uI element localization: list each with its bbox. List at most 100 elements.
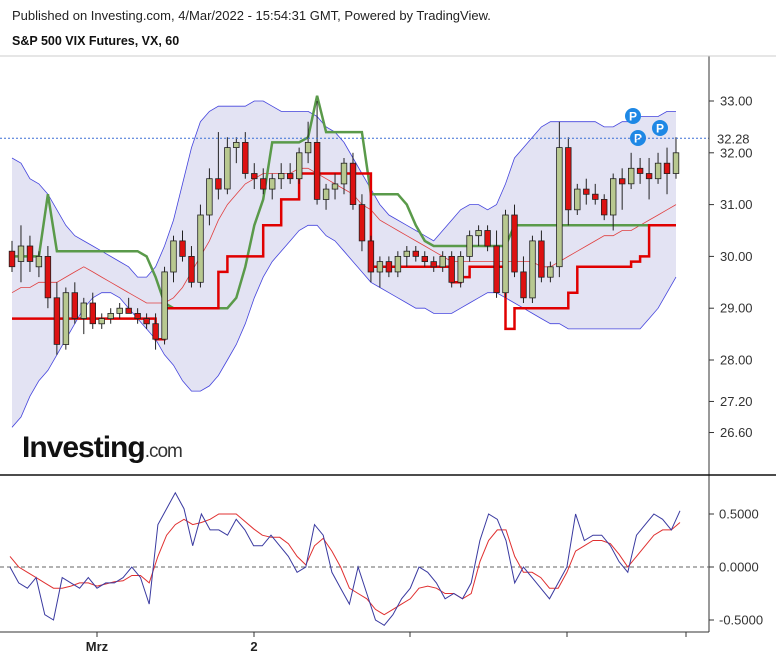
candle <box>556 121 563 278</box>
candle-body <box>394 255 402 273</box>
candle-body <box>412 250 419 257</box>
candle-body <box>403 250 410 257</box>
candle <box>98 313 105 329</box>
candle-body <box>179 240 186 257</box>
svg-text:Investing.com: Investing.com <box>22 431 182 464</box>
candle-body <box>260 178 267 190</box>
candle <box>260 168 267 195</box>
candle <box>367 235 375 283</box>
candle <box>421 251 428 267</box>
candle <box>161 266 168 345</box>
candle <box>134 308 141 324</box>
candle <box>62 287 70 350</box>
candle-body <box>89 302 96 325</box>
candle-body <box>574 188 581 211</box>
last-price-box <box>711 129 769 148</box>
axes: 33.00 32.00 31.00 30.00 29.00 28.00 27.20 26.60… <box>0 55 776 654</box>
green-trend-line <box>12 95 676 310</box>
candle-body <box>286 173 294 180</box>
price-tick-label: 32.00 <box>720 145 753 160</box>
candle <box>565 137 572 226</box>
candle-body <box>17 245 25 262</box>
candle <box>116 303 123 319</box>
candle-body <box>601 198 608 216</box>
candle-body <box>502 214 509 294</box>
candle-body <box>251 173 258 180</box>
candle <box>529 235 536 304</box>
candle <box>125 297 132 314</box>
candle-body <box>26 245 34 262</box>
candle <box>502 209 509 298</box>
price-tick-label: 26.60 <box>720 425 753 440</box>
published-info: Published on Investing.com, 4/Mar/2022 -… <box>12 8 491 23</box>
candle-body <box>538 240 545 278</box>
candle <box>349 152 357 210</box>
candle <box>358 194 366 252</box>
candle <box>107 308 114 324</box>
candle <box>215 132 222 200</box>
candle <box>493 230 500 298</box>
candle-body <box>242 141 249 174</box>
candle-body <box>62 292 70 345</box>
candle-body <box>466 235 473 257</box>
candle <box>457 251 464 288</box>
candle <box>53 282 61 355</box>
lower-band-line <box>11 224 677 428</box>
candle-body <box>233 141 240 148</box>
candle-body <box>520 271 527 299</box>
candle-body <box>35 255 43 268</box>
pivot-marker-label: P <box>656 122 664 136</box>
candle <box>645 157 653 200</box>
candle-body <box>98 318 105 325</box>
candle <box>592 183 599 205</box>
candle-body <box>430 261 437 268</box>
oscillator-tick-label: 0.5000 <box>719 507 759 522</box>
candle <box>601 194 608 221</box>
candle-body <box>71 292 78 320</box>
time-tick-label: 2 <box>250 639 257 654</box>
candle-body <box>565 147 572 211</box>
candle-body <box>663 162 671 174</box>
candle-body <box>116 307 123 314</box>
candle-body <box>295 152 303 180</box>
chart-symbol-title: S&P 500 VIX Futures, VX, 60 <box>12 34 180 48</box>
candle <box>520 256 527 304</box>
candle-body <box>224 147 231 190</box>
candle <box>35 251 43 278</box>
candle <box>197 204 204 288</box>
bollinger-band-area <box>11 100 677 428</box>
candle <box>188 246 195 288</box>
candle <box>403 246 410 267</box>
oscillator-panel: 0.5000 0.0000 -0.5000 <box>0 491 763 628</box>
pivot-marker[interactable]: P <box>652 120 668 136</box>
candle-body <box>188 255 195 283</box>
candle <box>295 147 303 184</box>
candle <box>233 137 240 164</box>
candle-body <box>529 240 536 299</box>
candle-body <box>636 167 644 174</box>
candle <box>331 173 339 200</box>
pivot-marker-circle <box>652 120 668 136</box>
candle <box>412 246 419 262</box>
candle-body <box>493 245 500 293</box>
candle-body <box>583 188 590 195</box>
candle-body <box>645 173 653 180</box>
time-tick-label: Mrz <box>86 639 109 654</box>
candle-body <box>358 204 366 242</box>
upper-band-line <box>11 100 676 278</box>
pivot-marker[interactable]: P <box>625 108 641 124</box>
candle <box>26 235 34 272</box>
candle-body <box>80 302 87 319</box>
candle <box>376 256 384 288</box>
price-tick-label: 31.00 <box>720 197 753 212</box>
oscillator-tick-label: 0.0000 <box>719 560 759 575</box>
candle-body <box>8 250 16 268</box>
candle-body <box>277 173 285 180</box>
candle <box>242 132 249 179</box>
candle <box>268 173 276 200</box>
candle <box>583 178 590 205</box>
candle-body <box>125 307 132 314</box>
oscillator-signal-line <box>9 513 681 616</box>
candle-body <box>610 178 617 216</box>
